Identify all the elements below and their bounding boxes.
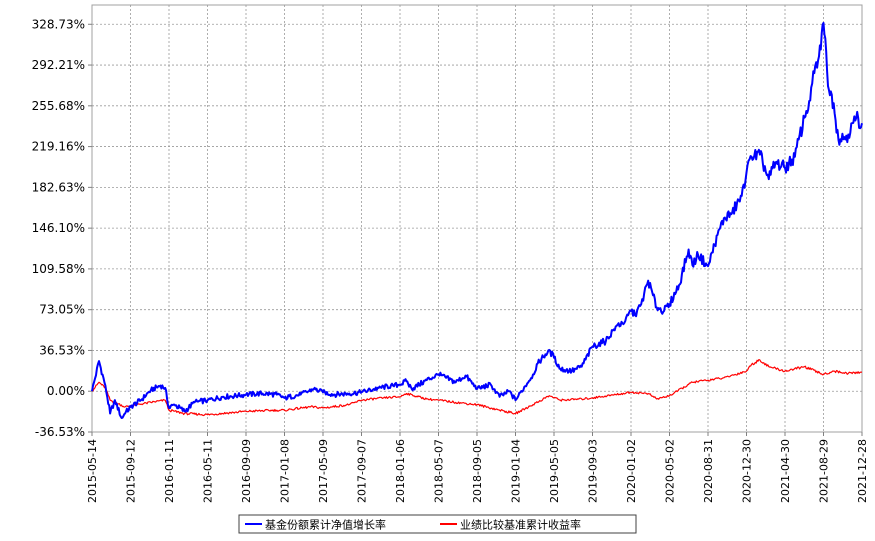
x-tick-label: 2021-08-29 — [818, 439, 831, 503]
y-tick-label: 0.00% — [47, 384, 85, 398]
x-tick-label: 2020-12-30 — [741, 439, 754, 503]
y-tick-label: 255.68% — [32, 99, 85, 113]
x-tick-label: 2020-05-02 — [664, 439, 677, 503]
y-axis: -36.53% 0.00% 36.53% 73.05% 109.58% 146.10% 18… — [32, 17, 92, 439]
x-tick-label: 2015-09-12 — [125, 439, 138, 503]
x-tick-label: 2016-05-11 — [202, 439, 215, 503]
legend: 基金份额累计净值增长率 业绩比较基准累计收益率 — [238, 514, 637, 534]
legend-label-benchmark: 业绩比较基准累计收益率 — [460, 518, 581, 532]
x-tick-label: 2017-09-07 — [356, 439, 369, 503]
y-tick-label: 73.05% — [39, 303, 85, 317]
y-tick-label: 292.21% — [32, 58, 85, 72]
y-tick-label: 219.16% — [32, 140, 85, 154]
y-tick-label: 328.73% — [32, 17, 85, 31]
y-tick-label: 109.58% — [32, 262, 85, 276]
x-tick-label: 2016-09-09 — [240, 439, 253, 503]
x-tick-label: 2017-01-08 — [279, 439, 292, 503]
x-tick-label: 2018-09-05 — [471, 439, 484, 503]
legend-label-fund: 基金份额累计净值增长率 — [265, 518, 386, 532]
x-tick-label: 2016-01-11 — [163, 439, 176, 503]
grid-lines — [92, 5, 862, 432]
y-tick-label: 146.10% — [32, 221, 85, 235]
x-axis: 2015-05-14 2015-09-12 2016-01-11 2016-05-11… — [86, 432, 869, 503]
x-tick-label: 2021-04-30 — [779, 439, 792, 503]
legend-box — [238, 514, 637, 534]
series-line-benchmark — [91, 359, 863, 417]
x-tick-label: 2018-05-07 — [433, 439, 446, 503]
x-tick-label: 2020-08-31 — [702, 439, 715, 503]
x-tick-label: 2017-05-09 — [317, 439, 330, 503]
x-tick-label: 2019-01-04 — [510, 439, 523, 503]
x-tick-label: 2015-05-14 — [86, 439, 99, 503]
x-tick-label: 2019-09-03 — [587, 439, 600, 503]
y-tick-label: -36.53% — [35, 425, 85, 439]
y-tick-label: 36.53% — [39, 343, 85, 357]
series-lines — [91, 21, 863, 419]
x-tick-label: 2021-12-28 — [856, 439, 869, 503]
series-line-fund — [91, 21, 863, 419]
y-tick-label: 182.63% — [32, 180, 85, 194]
x-tick-label: 2018-01-06 — [394, 439, 407, 503]
x-tick-label: 2019-05-05 — [548, 439, 561, 503]
x-tick-label: 2020-01-02 — [625, 439, 638, 503]
